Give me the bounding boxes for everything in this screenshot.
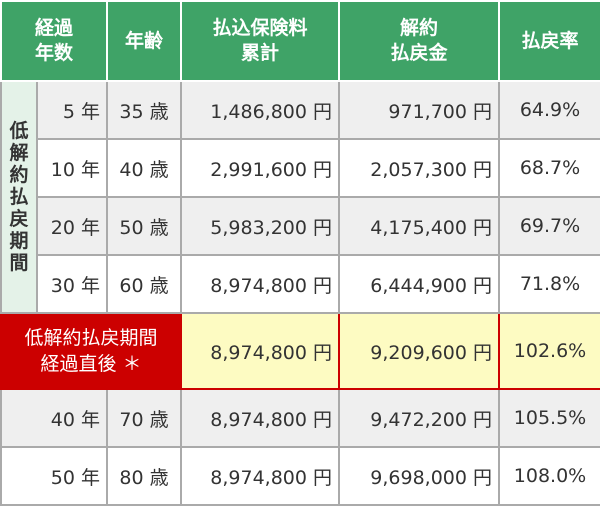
premium-cell: 8,974,800 円 bbox=[180, 388, 341, 448]
after-low-refund-period-label: 低解約払戻期間 経過直後 ＊ bbox=[0, 312, 183, 390]
refund-cell: 971,700 円 bbox=[338, 80, 501, 140]
table-row: 50 年 80 歳 8,974,800 円 9,698,000 円 108.0% bbox=[0, 446, 600, 506]
low-refund-period-label: 低解 約払 戻期 間 bbox=[0, 80, 38, 314]
rate-cell: 102.6% bbox=[498, 312, 600, 390]
rate-cell: 64.9% bbox=[498, 80, 600, 140]
years-cell: 30 年 bbox=[35, 254, 109, 314]
rate-cell: 69.7% bbox=[498, 196, 600, 256]
rate-cell: 108.0% bbox=[498, 446, 600, 506]
years-cell: 5 年 bbox=[35, 80, 109, 140]
years-cell: 20 年 bbox=[35, 196, 109, 256]
header-refund: 解約 払戻金 bbox=[338, 0, 501, 82]
premium-cell: 5,983,200 円 bbox=[180, 196, 341, 256]
table-row: 40 年 70 歳 8,974,800 円 9,472,200 円 105.5% bbox=[0, 388, 600, 448]
age-cell: 80 歳 bbox=[106, 446, 183, 506]
refund-cell: 4,175,400 円 bbox=[338, 196, 501, 256]
header-age: 年齢 bbox=[106, 0, 183, 82]
rate-cell: 68.7% bbox=[498, 138, 600, 198]
refund-cell: 6,444,900 円 bbox=[338, 254, 501, 314]
age-cell: 35 歳 bbox=[106, 80, 183, 140]
table-row: 10 年 40 歳 2,991,600 円 2,057,300 円 68.7% bbox=[1, 138, 600, 198]
age-cell: 50 歳 bbox=[106, 196, 183, 256]
premium-cell: 8,974,800 円 bbox=[180, 254, 341, 314]
premium-cell: 8,974,800 円 bbox=[180, 446, 341, 506]
header-refund-rate: 払戻率 bbox=[498, 0, 600, 82]
header-elapsed-years: 経過 年数 bbox=[0, 0, 109, 82]
age-cell: 40 歳 bbox=[106, 138, 183, 198]
header-premium-total: 払込保険料 累計 bbox=[180, 0, 341, 82]
premium-cell: 1,486,800 円 bbox=[180, 80, 341, 140]
years-cell: 50 年 bbox=[0, 446, 109, 506]
years-cell: 10 年 bbox=[35, 138, 109, 198]
refund-cell: 9,472,200 円 bbox=[338, 388, 501, 448]
age-cell: 70 歳 bbox=[106, 388, 183, 448]
highlight-row: 低解約払戻期間 経過直後 ＊ 8,974,800 円 9,209,600 円 1… bbox=[0, 312, 600, 390]
refund-cell: 9,698,000 円 bbox=[338, 446, 501, 506]
years-cell: 40 年 bbox=[0, 388, 109, 448]
premium-cell: 2,991,600 円 bbox=[180, 138, 341, 198]
age-cell: 60 歳 bbox=[106, 254, 183, 314]
refund-cell: 2,057,300 円 bbox=[338, 138, 501, 198]
premium-cell: 8,974,800 円 bbox=[180, 312, 341, 390]
rate-cell: 71.8% bbox=[498, 254, 600, 314]
table-row: 30 年 60 歳 8,974,800 円 6,444,900 円 71.8% bbox=[1, 254, 600, 314]
rate-cell: 105.5% bbox=[498, 388, 600, 448]
header-row: 経過 年数 年齢 払込保険料 累計 解約 払戻金 払戻率 bbox=[0, 0, 600, 82]
table-row: 20 年 50 歳 5,983,200 円 4,175,400 円 69.7% bbox=[1, 196, 600, 256]
table-row: 低解 約払 戻期 間 5 年 35 歳 1,486,800 円 971,700 … bbox=[0, 80, 600, 314]
refund-cell: 9,209,600 円 bbox=[338, 312, 501, 390]
